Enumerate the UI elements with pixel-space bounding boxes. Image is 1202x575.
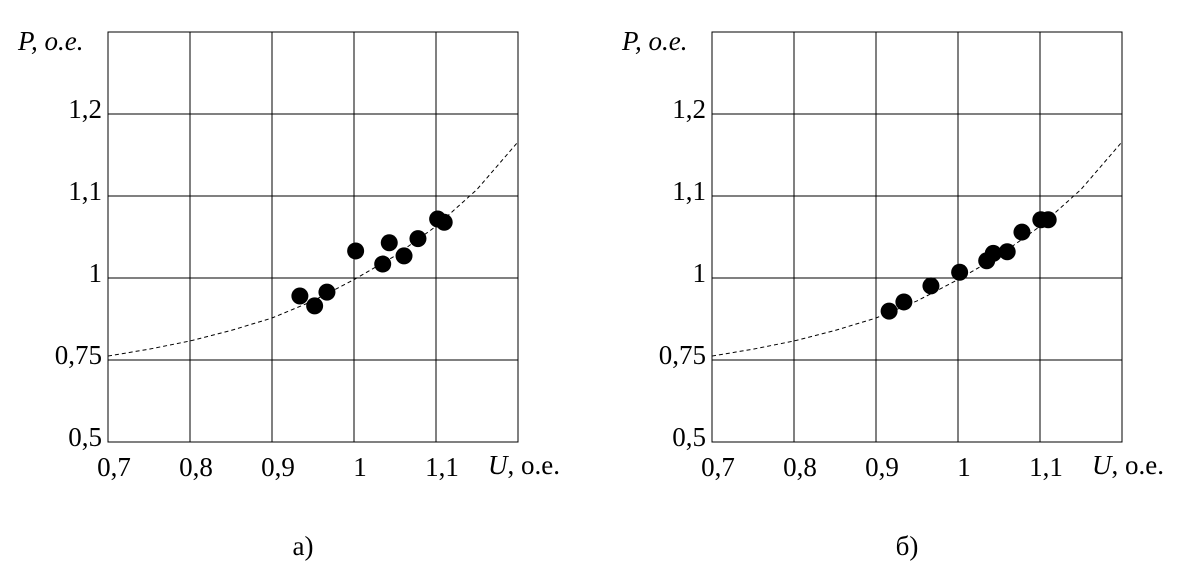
y-tick-label: 1 [89,258,103,288]
x-axis-label: U, о.е. [1092,450,1164,480]
y-tick-label: 1,2 [672,94,706,124]
trend-curve [711,141,1123,357]
y-axis-label: P, о.е. [17,26,84,56]
y-tick-label: 1,2 [68,94,102,124]
point [306,297,324,315]
x-tick-label: 1,1 [425,452,459,482]
y-tick-label: 1 [693,258,707,288]
chart: 0,7 0,8 0,9 1 1,1 0,5 0,75 1 1,1 1,2 P, о.е. U, о.е… [17,26,560,561]
point [984,244,1002,262]
point [435,213,453,231]
y-tick-label: 1,1 [68,176,102,206]
x-axis-label: U, о.е. [488,450,560,480]
point [374,255,392,273]
point [895,293,913,311]
x-axis-unit: , о.е. [508,450,560,480]
x-tick-label: 0,9 [865,452,899,482]
point [380,234,398,252]
plot-frame [107,31,519,443]
x-tick-label: 0,7 [701,452,735,482]
point [1013,223,1031,241]
x-axis-unit: , о.е. [1112,450,1164,480]
y-tick-label: 1,1 [672,176,706,206]
x-tick-label: 1,1 [1029,452,1063,482]
point [880,302,898,320]
point [922,277,940,295]
x-tick-label: 0,9 [261,452,295,482]
point [291,287,309,305]
point [347,242,365,260]
chart: 0,7 0,8 0,9 1 1,1 0,5 0,75 1 1,1 1,2 P, о.е. U, о.е… [621,26,1164,561]
plot-frame [711,31,1123,443]
caption: а) [293,531,314,561]
y-tick-label: 0,75 [55,340,102,370]
x-tick-label: 1 [353,452,367,482]
caption: б) [896,531,919,561]
x-tick-label: 1 [957,452,971,482]
y-tick-label: 0,5 [68,422,102,452]
point [395,247,413,265]
x-tick-label: 0,8 [179,452,213,482]
x-tick-label: 0,7 [97,452,131,482]
point [1039,211,1057,229]
x-tick-label: 0,8 [783,452,817,482]
y-axis-label: P, о.е. [621,26,688,56]
y-tick-label: 0,5 [672,422,706,452]
y-tick-label: 0,75 [659,340,706,370]
x-axis-symbol: U [488,450,509,480]
point [951,263,969,281]
point [318,283,336,301]
x-axis-symbol: U [1092,450,1113,480]
point [998,243,1016,261]
trend-curve [107,141,519,357]
point [409,230,427,248]
